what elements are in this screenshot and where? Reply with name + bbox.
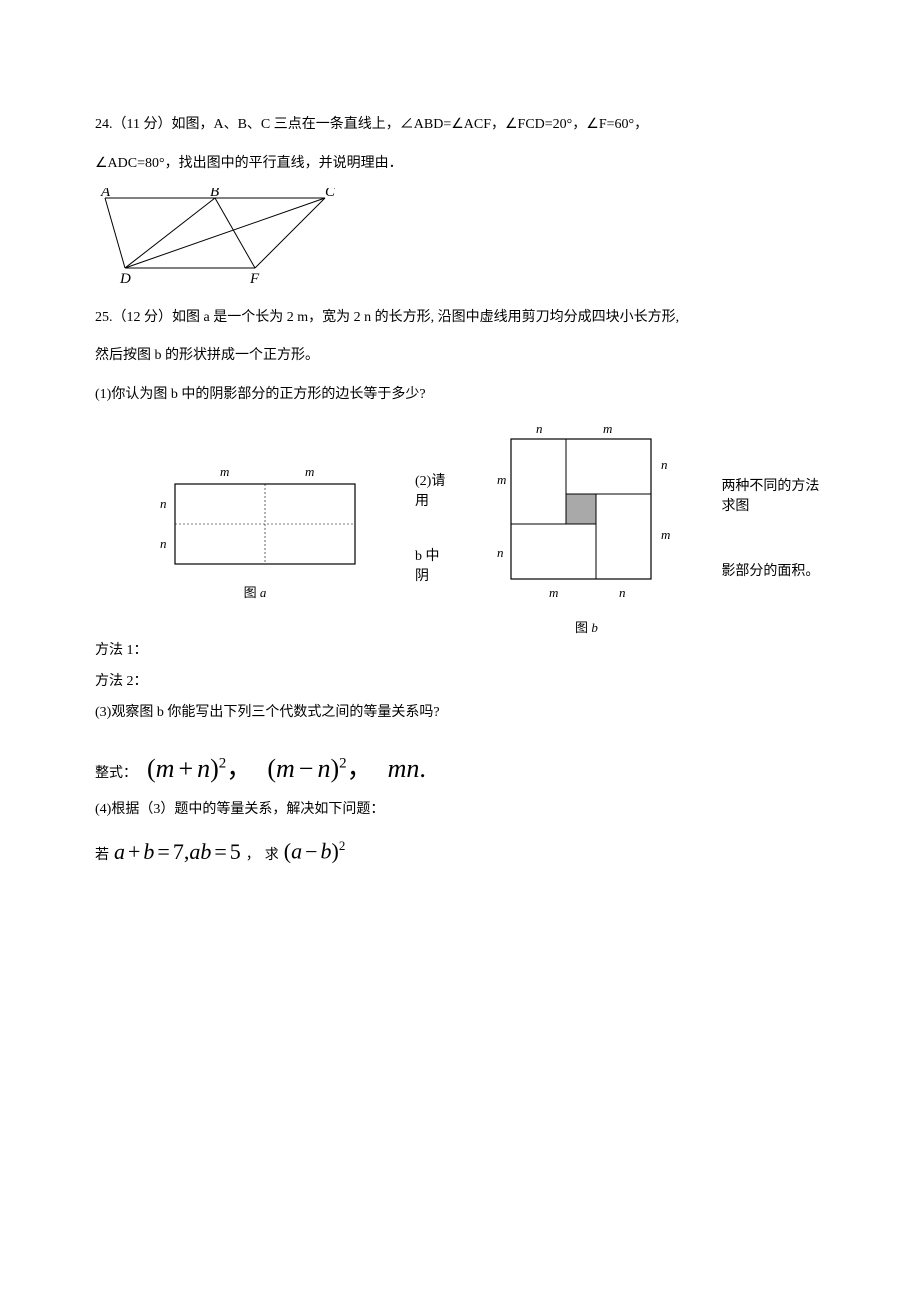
fb-bottom-m: m	[549, 585, 558, 600]
figures-row: m m n n 图 a (2)请用 b 中阴 n m n m m	[95, 419, 825, 636]
q4-pb: )	[332, 839, 339, 864]
figure-b-caption: 图 b	[575, 617, 598, 636]
problem-25-q4: (4)根据（3）题中的等量关系，解决如下问题：	[95, 795, 825, 826]
figure-b-container: n m n m m n m n 图 b	[491, 419, 681, 636]
fa-n1: n	[160, 496, 167, 511]
q2-prefix: (2)请用	[415, 470, 451, 510]
label-F: F	[249, 271, 260, 287]
f-t2-m: m	[276, 754, 295, 783]
figure-a-caption: 图 a	[244, 582, 267, 601]
fb-bottom-n: n	[619, 585, 626, 600]
f-t1-plus: +	[174, 754, 197, 783]
problem-24-line1: 24.（11 分）如图，A、B、C 三点在一条直线上，∠ABD=∠ACF，∠FC…	[95, 110, 825, 141]
fa-m1: m	[220, 464, 229, 479]
q4-a: a	[291, 839, 302, 864]
q4-eq1-v: 7	[173, 839, 184, 864]
figure-b-caption-id: b	[591, 620, 598, 635]
f-comma2: ，	[347, 754, 388, 783]
q4-douhao: ，	[246, 844, 260, 864]
q4-eq1: a+b=7,ab=5	[114, 839, 241, 865]
label-B: B	[210, 188, 219, 200]
fb-top-n: n	[536, 421, 543, 436]
q4-eq1-b: b	[143, 839, 154, 864]
label-D: D	[119, 271, 131, 287]
f-t2-n: n	[317, 754, 330, 783]
q4-qiu: 求	[265, 844, 279, 864]
q2-middle: b 中阴	[415, 545, 451, 585]
formula-expression: (m+n)2，(m−n)2，mn.	[147, 748, 426, 785]
q4-equation-row: 若 a+b=7,ab=5 ， 求 (a−b)2	[95, 838, 825, 864]
figure-a-caption-prefix: 图	[244, 585, 260, 600]
figure-a-svg: m m n n	[135, 454, 375, 574]
q4-b: b	[321, 839, 332, 864]
f-comma1: ，	[226, 754, 267, 783]
figure-b-svg: n m n m m n m n	[491, 419, 681, 609]
f-t1-close: )	[210, 754, 219, 783]
fa-n2: n	[160, 536, 167, 551]
q4-minus: −	[302, 839, 320, 864]
f-t1-n: n	[197, 754, 210, 783]
figure-b-caption-prefix: 图	[575, 620, 591, 635]
q2-right2: 影部分的面积。	[721, 560, 825, 580]
problem-25-line2: 然后按图 b 的形状拼成一个正方形。	[95, 341, 825, 372]
label-A: A	[100, 188, 111, 200]
q2-right1: 两种不同的方法求图	[721, 475, 825, 515]
problem-24-line2: ∠ADC=80°，找出图中的平行直线，并说明理由．	[95, 149, 825, 180]
fb-top-m: m	[603, 421, 612, 436]
f-dot: .	[419, 754, 426, 783]
f-t1-open: (	[147, 754, 156, 783]
f-t3-m: m	[388, 754, 407, 783]
triangle-figure-svg: A B C D F	[95, 188, 345, 288]
f-t2-close: )	[330, 754, 339, 783]
fb-right-n: n	[661, 457, 668, 472]
f-t2-minus: −	[295, 754, 318, 783]
figure-a-container: m m n n 图 a	[135, 454, 375, 601]
fb-right-m: m	[661, 527, 670, 542]
q4-sup: 2	[339, 838, 346, 853]
method-1: 方法 1：	[95, 636, 825, 667]
label-C: C	[325, 188, 336, 200]
q2-right-text: 两种不同的方法求图 影部分的面积。	[721, 452, 825, 602]
figure-a-caption-id: a	[260, 585, 267, 600]
q2-mid-text: (2)请用 b 中阴	[415, 452, 451, 602]
q4-pa: (	[284, 839, 291, 864]
q4-eq2-v: 5	[230, 839, 241, 864]
f-t2-open: (	[267, 754, 276, 783]
fa-m2: m	[305, 464, 314, 479]
q4-eq2-b: b	[200, 839, 211, 864]
f-t3-n: n	[406, 754, 419, 783]
problem-25-line1: 25.（12 分）如图 a 是一个长为 2 m，宽为 2 n 的长方形, 沿图中…	[95, 303, 825, 334]
fb-left-n: n	[497, 545, 504, 560]
formula-row: 整式： (m+n)2，(m−n)2，mn.	[95, 748, 825, 785]
q4-eq1-eq: =	[154, 839, 172, 864]
q4-eq1-a: a	[114, 839, 125, 864]
f-t1-m: m	[156, 754, 175, 783]
problem-25-q1: (1)你认为图 b 中的阴影部分的正方形的边长等于多少?	[95, 380, 825, 411]
method-2: 方法 2：	[95, 667, 825, 698]
problem-24-figure: A B C D F	[95, 188, 825, 293]
f-t2-sup: 2	[339, 756, 347, 772]
q4-target: (a−b)2	[284, 838, 346, 864]
q4-ruo: 若	[95, 844, 109, 864]
q4-eq1-plus: +	[125, 839, 143, 864]
q4-eq2-a: a	[189, 839, 200, 864]
fb-left-m: m	[497, 472, 506, 487]
formula-label: 整式：	[95, 762, 137, 782]
problem-25-q3: (3)观察图 b 你能写出下列三个代数式之间的等量关系吗?	[95, 698, 825, 729]
q4-eq2-eq: =	[211, 839, 229, 864]
